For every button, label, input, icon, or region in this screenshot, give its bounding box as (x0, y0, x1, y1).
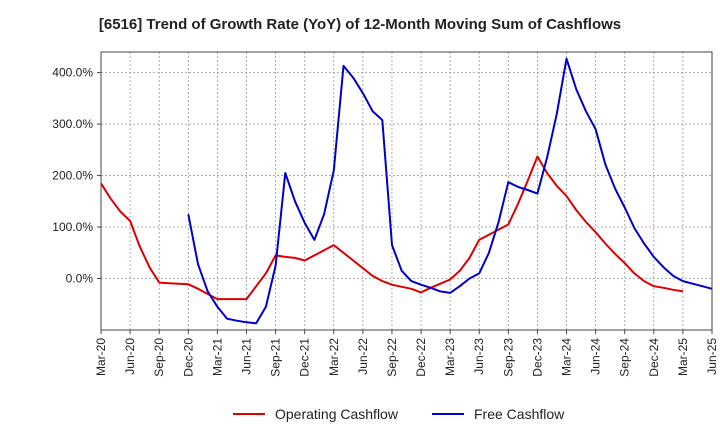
x-tick-label: Mar-20 (94, 338, 108, 376)
x-tick-label: Dec-22 (414, 338, 428, 377)
x-tick-label: Dec-24 (647, 338, 661, 377)
grid-lines (100, 52, 713, 330)
y-tick-label: 300.0% (52, 117, 93, 131)
x-tick-label: Mar-23 (443, 338, 457, 376)
x-tick-label: Mar-21 (210, 338, 224, 376)
y-tick-label: 400.0% (52, 66, 93, 80)
x-tick-label: Dec-23 (530, 338, 544, 377)
y-tick-label: 100.0% (52, 220, 93, 234)
x-tick-label: Jun-21 (239, 338, 253, 375)
x-tick-label: Sep-23 (501, 338, 515, 377)
x-tick-label: Sep-21 (269, 338, 283, 377)
x-tick-label: Jun-23 (472, 338, 486, 375)
y-tick-label: 0.0% (66, 272, 94, 286)
x-tick-label: Mar-25 (676, 338, 690, 376)
x-tick-label: Jun-25 (705, 338, 719, 375)
y-tick-label: 200.0% (52, 169, 93, 183)
x-tick-label: Sep-24 (618, 338, 632, 377)
y-axis: 0.0% 100.0% 200.0% 300.0% 400.0% (52, 66, 101, 286)
x-tick-label: Jun-22 (356, 338, 370, 375)
x-tick-label: Dec-21 (298, 338, 312, 377)
series-line-operating-cashflow (100, 155, 684, 301)
plot-area-background (101, 52, 712, 330)
x-tick-label: Dec-20 (181, 338, 195, 377)
chart-title: [6516] Trend of Growth Rate (YoY) of 12-… (98, 16, 622, 33)
x-tick-label: Mar-22 (327, 338, 341, 376)
legend-label: Operating Cashflow (275, 406, 399, 422)
x-tick-label: Sep-20 (152, 338, 166, 377)
x-axis: Mar-20 Jun-20 Sep-20 Dec-20 Mar-21 Jun-21 Sep-… (94, 330, 719, 377)
series-lines (100, 57, 713, 325)
legend: Operating Cashflow Free Cashflow (233, 406, 565, 422)
legend-label: Free Cashflow (474, 406, 565, 422)
x-tick-label: Sep-22 (385, 338, 399, 377)
x-tick-label: Jun-20 (123, 338, 137, 375)
plot-area-border (100, 51, 713, 331)
x-tick-label: Mar-24 (560, 338, 574, 376)
x-tick-label: Jun-24 (589, 338, 603, 375)
series-line-free-cashflow (187, 57, 713, 325)
